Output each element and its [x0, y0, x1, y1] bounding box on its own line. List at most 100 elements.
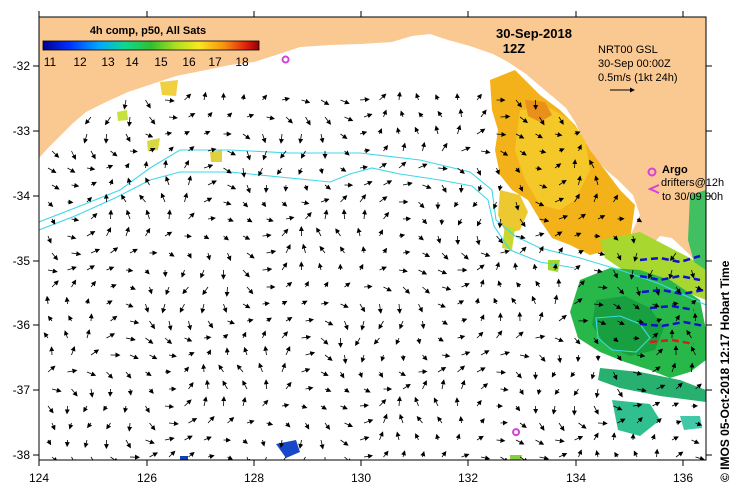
current-arrow: [47, 315, 53, 322]
current-arrow: [363, 148, 371, 154]
current-arrow: [83, 133, 89, 144]
current-arrow: [461, 351, 471, 356]
current-arrow: [632, 303, 640, 310]
current-arrow: [298, 439, 304, 449]
current-arrow: [125, 267, 134, 273]
current-arrow: [266, 317, 272, 323]
current-arrow: [90, 248, 101, 254]
current-arrow: [457, 167, 465, 174]
current-arrow: [575, 354, 581, 363]
current-arrow: [188, 212, 195, 220]
current-arrow: [301, 368, 311, 373]
current-arrow: [689, 362, 695, 373]
current-arrow: [224, 286, 230, 297]
current-arrow: [496, 330, 503, 339]
current-arrow: [493, 201, 498, 210]
current-arrow: [379, 162, 387, 169]
current-arrow: [630, 235, 636, 244]
current-arrow: [414, 396, 420, 407]
current-arrow: [675, 420, 682, 426]
current-arrow: [262, 150, 268, 161]
current-arrow: [301, 98, 311, 104]
current-arrow: [83, 405, 88, 413]
current-arrow: [500, 456, 509, 460]
current-arrow: [245, 456, 251, 460]
current-legend: NRT00 GSL 30-Sep 00:00Z 0.5m/s (1kt 24h): [598, 44, 677, 84]
current-arrow: [476, 331, 484, 339]
current-arrow: [168, 114, 178, 120]
current-arrow: [184, 131, 190, 136]
contour-line: [595, 315, 651, 353]
current-arrow: [187, 175, 193, 186]
current-arrow: [519, 246, 527, 254]
drifters-legend-label: drifters@12h: [661, 177, 724, 189]
current-arrow: [227, 455, 234, 460]
current-arrow: [90, 181, 97, 187]
current-arrow: [433, 397, 439, 407]
current-arrow: [246, 217, 253, 223]
current-arrow: [373, 337, 380, 345]
current-arrow: [461, 318, 468, 323]
current-arrow: [515, 331, 524, 339]
argo-legend-label: Argo: [662, 164, 688, 176]
current-arrow: [675, 451, 684, 458]
current-arrow: [617, 286, 625, 295]
current-arrow: [168, 421, 179, 426]
current-arrow: [207, 454, 215, 459]
current-arrow: [574, 264, 581, 271]
argo-marker-icon: [647, 167, 657, 177]
current-arrow: [202, 396, 208, 407]
current-arrow: [129, 148, 138, 154]
current-arrow: [500, 114, 511, 120]
current-arrow: [51, 456, 58, 460]
current-arrow: [281, 201, 288, 207]
current-arrow: [51, 387, 62, 393]
current-arrow: [103, 133, 109, 144]
current-arrow: [553, 294, 559, 305]
current-arrow: [441, 285, 452, 291]
current-arrow: [246, 286, 254, 295]
current-arrow: [301, 404, 308, 409]
current-arrow: [539, 422, 545, 431]
current-arrow: [558, 148, 565, 153]
current-arrow: [168, 146, 174, 152]
colorbar-tick-label: 18: [235, 55, 249, 69]
current-arrow: [538, 311, 544, 322]
current-arrow: [340, 166, 347, 172]
current-arrow: [242, 438, 248, 444]
current-arrow: [280, 456, 287, 460]
current-arrow: [343, 320, 349, 331]
current-arrow: [47, 365, 56, 373]
drifters-range-label: to 30/09 00h: [662, 191, 723, 203]
current-arrow: [398, 268, 408, 274]
current-arrow: [323, 281, 329, 288]
side-caption: © IMOS 05-Oct-2018 12:17 Hobart Time: [718, 260, 732, 482]
current-arrow: [84, 298, 90, 305]
current-arrow: [415, 433, 420, 441]
y-tick-label: -35: [13, 254, 31, 268]
current-arrow: [536, 388, 542, 395]
current-arrow: [515, 439, 525, 445]
current-arrow: [578, 250, 584, 255]
current-arrow: [207, 180, 217, 186]
x-tick-label: 124: [29, 471, 49, 485]
current-arrow: [242, 303, 251, 309]
current-arrow: [340, 303, 349, 308]
current-arrow: [355, 337, 361, 347]
current-arrow: [632, 402, 643, 408]
current-arrow: [398, 371, 406, 376]
current-arrow: [324, 354, 333, 361]
current-arrow: [359, 403, 369, 409]
current-arrow: [669, 252, 677, 262]
current-arrow: [421, 141, 426, 152]
current-arrow: [110, 150, 118, 157]
colorbar-tick-label: 12: [73, 55, 87, 69]
current-arrow: [242, 201, 249, 208]
current-arrow: [594, 388, 600, 399]
current-arrow: [574, 337, 581, 345]
current-arrow: [203, 335, 212, 341]
current-arrow: [515, 234, 526, 240]
current-arrow: [400, 110, 405, 118]
plot-frame: [38, 16, 707, 461]
current-arrow: [188, 451, 195, 458]
